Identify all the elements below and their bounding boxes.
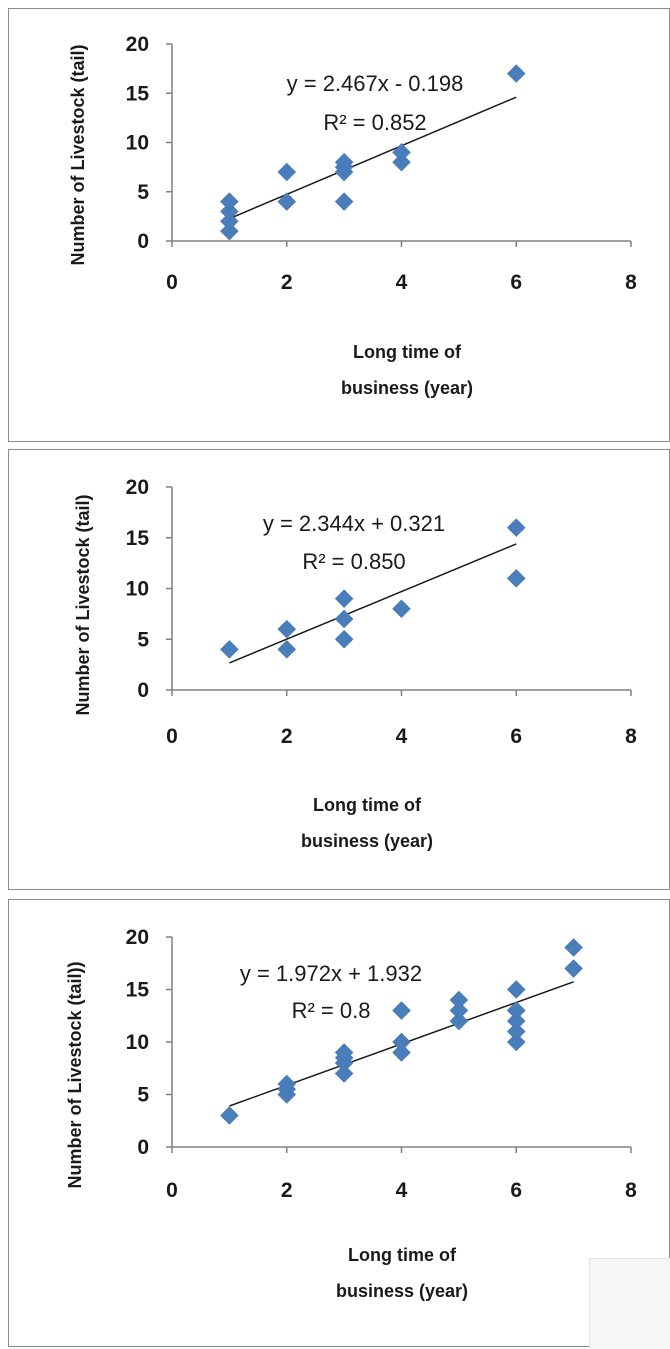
- y-tick-label: 10: [126, 1031, 149, 1054]
- y-tick-label: 5: [137, 181, 149, 204]
- data-point: [392, 152, 411, 172]
- scatter-chart-2: 0 5 10 15 20 0 2 4 6 8 y = 2.344x + 0.321 R² = 0.85…: [73, 476, 637, 851]
- x-tick-label: 4: [396, 725, 408, 748]
- data-point: [220, 202, 239, 221]
- r-squared-label: R² = 0.850: [302, 549, 405, 574]
- scatter-chart-1: 0 5 10 15 20 0 2 4 6 8 y = 2.467x - 0.198 R² = 0.85…: [68, 33, 637, 398]
- data-point: [506, 568, 526, 588]
- x-axis-title-line-2: business (year): [341, 378, 473, 398]
- x-tick-label: 2: [281, 1179, 293, 1202]
- scatter-chart-3: 0 5 10 15 20 0 2 4 6 8 y = 1.972x + 1.932 R² = 0.8 L…: [65, 926, 637, 1301]
- trendline: [229, 543, 517, 664]
- scatter-chart-panel-2: 0 5 10 15 20 0 2 4 6 8 y = 2.344x + 0.321 R² = 0.85…: [8, 449, 670, 890]
- x-tick-label: 0: [166, 725, 178, 748]
- y-tick-label: 10: [126, 132, 149, 155]
- scatter-chart-panel-3: 0 5 10 15 20 0 2 4 6 8 y = 1.972x + 1.932 R² = 0.8 L…: [8, 899, 670, 1349]
- data-point: [449, 1011, 469, 1031]
- data-point: [220, 211, 239, 231]
- y-axis-title: Number of Livestock (tail)): [65, 961, 85, 1188]
- x-axis-title-line-1: Long time of: [348, 1245, 457, 1265]
- data-point: [334, 589, 354, 609]
- data-point: [277, 640, 297, 659]
- x-tick-label: 8: [625, 271, 637, 294]
- data-point: [392, 1032, 411, 1052]
- data-point: [334, 609, 354, 629]
- x-tick-label: 4: [396, 1179, 408, 1202]
- x-tick-label: 8: [625, 1179, 637, 1202]
- data-point: [277, 162, 297, 182]
- y-tick-label: 5: [137, 628, 149, 651]
- x-axis-title-line-2: business (year): [336, 1281, 468, 1301]
- x-tick-label: 2: [281, 271, 293, 294]
- trendline: [229, 96, 517, 220]
- data-point: [334, 629, 354, 649]
- trendline-equation: y = 2.344x + 0.321: [263, 511, 445, 536]
- x-axis-title-line-2: business (year): [301, 831, 433, 851]
- data-point: [449, 1001, 469, 1020]
- x-tick-label: 0: [166, 271, 178, 294]
- y-tick-label: 15: [126, 979, 150, 1002]
- data-point: [506, 64, 526, 83]
- y-axis-title: Number of Livestock (tail): [68, 44, 88, 265]
- data-point: [220, 1106, 239, 1125]
- data-point: [506, 1001, 526, 1020]
- y-tick-label: 0: [137, 1136, 149, 1159]
- r-squared-label: R² = 0.8: [292, 998, 371, 1023]
- data-point: [564, 938, 583, 957]
- data-point: [334, 192, 354, 211]
- y-tick-label: 20: [126, 476, 149, 499]
- data-point: [334, 1064, 354, 1083]
- x-tick-label: 6: [510, 271, 522, 294]
- y-tick-label: 15: [126, 82, 150, 105]
- y-tick-label: 10: [126, 578, 149, 601]
- x-axis-title-line-1: Long time of: [313, 795, 422, 815]
- data-point: [506, 1032, 526, 1052]
- data-point: [220, 640, 239, 659]
- y-tick-label: 0: [137, 230, 149, 253]
- data-point: [564, 959, 583, 978]
- data-point: [392, 1043, 411, 1062]
- x-tick-label: 2: [281, 725, 293, 748]
- r-squared-label: R² = 0.852: [323, 110, 426, 135]
- data-point: [392, 142, 411, 162]
- data-point: [506, 980, 526, 999]
- data-point: [220, 221, 239, 241]
- data-point: [449, 990, 469, 1010]
- y-tick-label: 15: [126, 527, 150, 550]
- trendline-equation: y = 2.467x - 0.198: [287, 71, 464, 96]
- data-point: [392, 599, 411, 619]
- y-tick-label: 0: [137, 679, 149, 702]
- data-point: [277, 192, 297, 211]
- scatter-chart-panel-1: 0 5 10 15 20 0 2 4 6 8 y = 2.467x - 0.198 R² = 0.85…: [8, 8, 670, 442]
- data-point: [220, 192, 239, 211]
- data-point: [506, 1022, 526, 1041]
- data-point: [277, 1074, 297, 1094]
- x-tick-label: 0: [166, 1179, 178, 1202]
- y-tick-label: 20: [126, 33, 149, 56]
- y-axis-title: Number of Livestock (tail): [73, 494, 93, 715]
- data-point: [506, 518, 526, 537]
- data-point: [334, 1043, 354, 1062]
- x-axis-title-line-1: Long time of: [353, 342, 462, 362]
- trendline-equation: y = 1.972x + 1.932: [240, 961, 422, 986]
- data-point: [277, 619, 297, 639]
- data-point: [334, 152, 354, 172]
- y-tick-label: 20: [126, 926, 149, 949]
- corner-box: [589, 1258, 670, 1349]
- x-tick-label: 4: [396, 271, 408, 294]
- x-tick-label: 6: [510, 725, 522, 748]
- data-point: [392, 1001, 411, 1020]
- x-tick-label: 8: [625, 725, 637, 748]
- x-tick-label: 6: [510, 1179, 522, 1202]
- data-point: [506, 1011, 526, 1031]
- y-tick-label: 5: [137, 1084, 149, 1107]
